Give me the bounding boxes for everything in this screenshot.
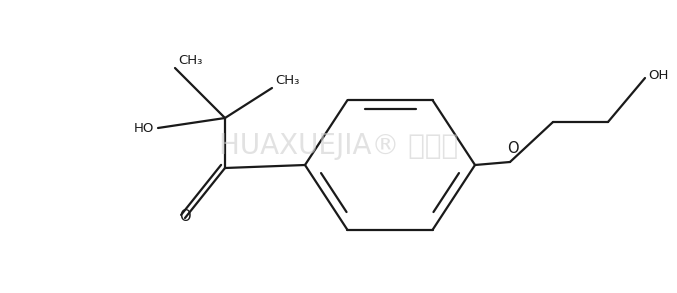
Text: OH: OH (649, 69, 669, 81)
Text: O: O (179, 209, 191, 224)
Text: CH₃: CH₃ (178, 54, 202, 67)
Text: O: O (508, 141, 519, 156)
Text: CH₃: CH₃ (276, 74, 300, 86)
Text: HUAXUEJIA® 化学加: HUAXUEJIA® 化学加 (219, 132, 458, 161)
Text: HO: HO (134, 122, 154, 134)
